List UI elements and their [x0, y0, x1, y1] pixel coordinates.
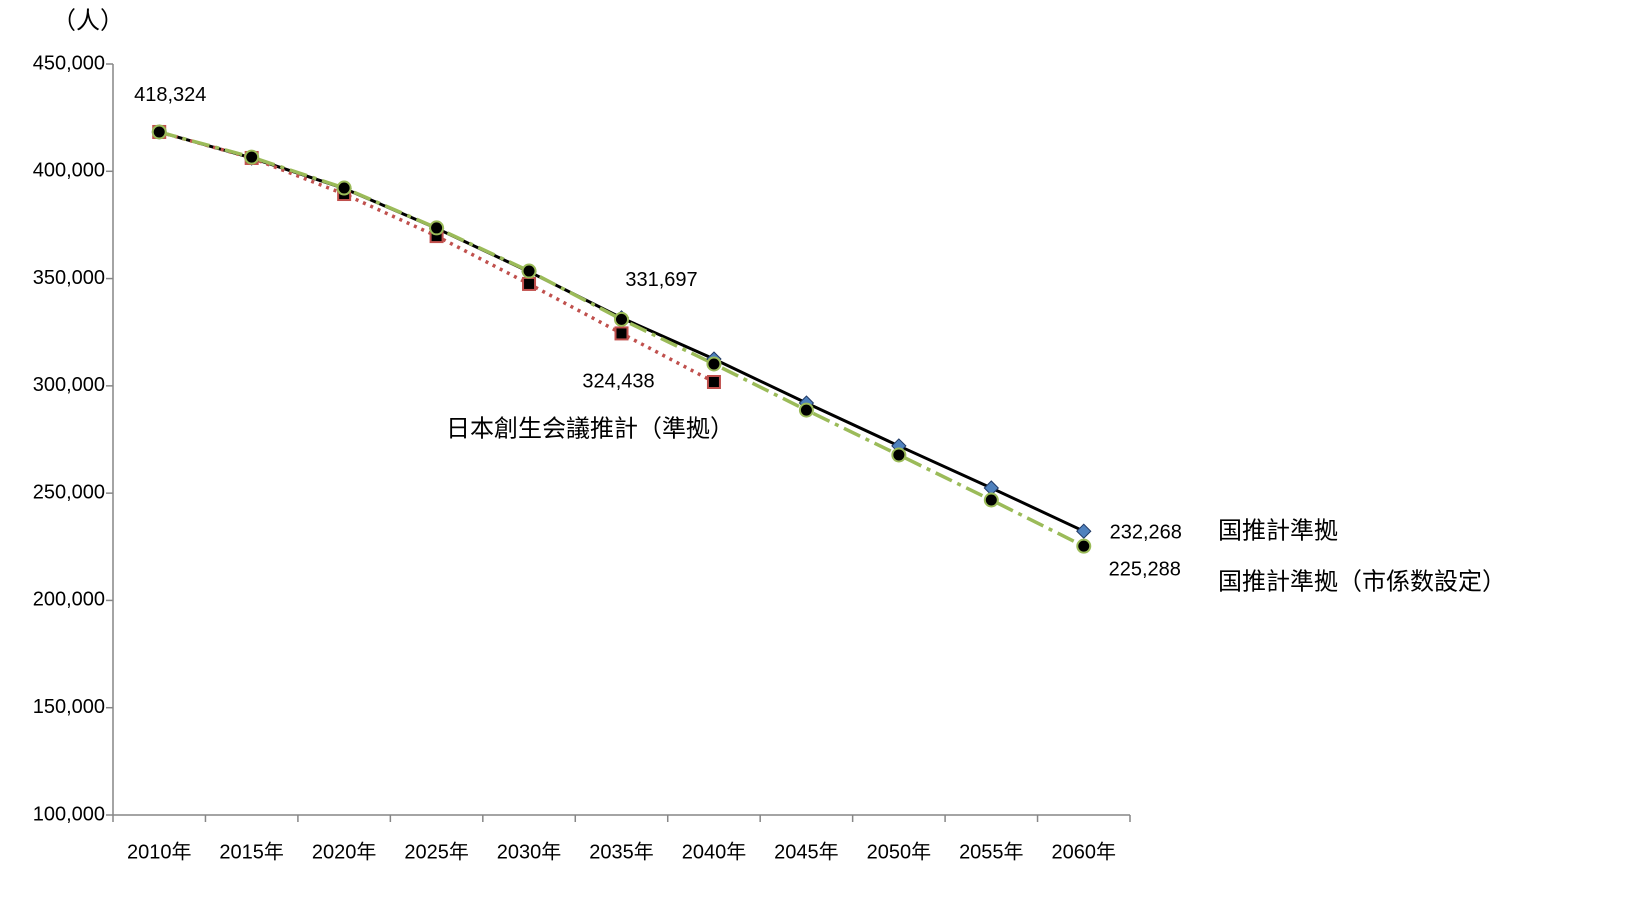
- x-tick-label: 2040年: [682, 840, 747, 863]
- y-tick-label: 200,000: [33, 589, 105, 611]
- data-label: 324,438: [582, 371, 654, 393]
- y-tick-label: 100,000: [33, 803, 105, 825]
- x-tick-label: 2010年: [127, 840, 192, 863]
- marker: [983, 492, 999, 508]
- marker: [798, 402, 814, 418]
- x-tick-label: 2020年: [312, 840, 377, 863]
- series-label: 日本創生会議推計（準拠）: [446, 415, 734, 442]
- marker: [706, 374, 721, 389]
- series-label: 国推計準拠（市係数設定）: [1218, 568, 1506, 595]
- marker: [614, 311, 629, 327]
- x-tick-label: 2045年: [774, 840, 839, 863]
- data-label: 331,697: [625, 269, 697, 291]
- data-label: 232,268: [1110, 521, 1182, 543]
- y-tick-label: 350,000: [33, 267, 105, 289]
- marker: [521, 263, 537, 279]
- marker: [706, 356, 722, 372]
- x-tick-label: 2050年: [867, 840, 932, 863]
- x-tick-label: 2060年: [1052, 840, 1117, 863]
- marker: [891, 447, 907, 463]
- x-tick-label: 2025年: [404, 840, 469, 863]
- marker: [1076, 523, 1092, 539]
- y-tick-label: 450,000: [33, 52, 105, 74]
- y-tick-label: 250,000: [33, 481, 105, 503]
- marker: [1076, 538, 1092, 554]
- x-tick-label: 2015年: [219, 840, 284, 863]
- y-axis-label: （人）: [52, 7, 124, 34]
- data-label: 225,288: [1109, 558, 1181, 580]
- series-label: 国推計準拠: [1218, 517, 1338, 544]
- y-tick-label: 150,000: [33, 696, 105, 718]
- marker: [336, 180, 352, 196]
- x-tick-label: 2055年: [959, 840, 1024, 863]
- x-tick-label: 2030年: [497, 840, 562, 863]
- marker: [522, 276, 537, 291]
- y-tick-label: 300,000: [33, 374, 105, 396]
- marker: [244, 149, 260, 165]
- y-tick-label: 400,000: [33, 160, 105, 182]
- data-label: 418,324: [134, 84, 206, 106]
- marker: [151, 124, 167, 140]
- series-line: [158, 130, 715, 384]
- marker: [614, 326, 629, 341]
- x-tick-label: 2035年: [589, 840, 654, 863]
- marker: [429, 220, 445, 236]
